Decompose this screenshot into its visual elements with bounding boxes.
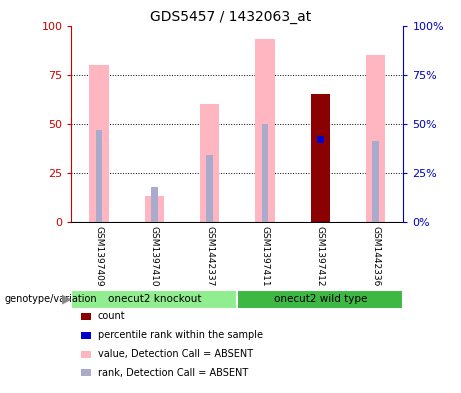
Text: rank, Detection Call = ABSENT: rank, Detection Call = ABSENT [98, 368, 248, 378]
Bar [262, 124, 268, 222]
Text: count: count [98, 311, 125, 321]
Text: GSM1442337: GSM1442337 [205, 226, 214, 286]
Bar [96, 130, 102, 222]
Bar [207, 155, 213, 222]
Text: ▶: ▶ [62, 292, 72, 306]
Text: onecut2 knockout: onecut2 knockout [108, 294, 201, 304]
Bar [200, 104, 219, 222]
Text: percentile rank within the sample: percentile rank within the sample [98, 330, 263, 340]
Bar [151, 187, 158, 222]
Bar [145, 196, 164, 222]
Text: value, Detection Call = ABSENT: value, Detection Call = ABSENT [98, 349, 253, 359]
Text: GSM1442336: GSM1442336 [371, 226, 380, 286]
Bar [311, 94, 330, 222]
Text: genotype/variation: genotype/variation [5, 294, 97, 304]
Text: GDS5457 / 1432063_at: GDS5457 / 1432063_at [150, 10, 311, 24]
Text: GSM1397410: GSM1397410 [150, 226, 159, 286]
Bar [71, 290, 237, 309]
Bar [372, 141, 379, 222]
Text: onecut2 wild type: onecut2 wild type [274, 294, 367, 304]
Bar [255, 39, 275, 222]
Text: GSM1397411: GSM1397411 [260, 226, 270, 286]
Bar [317, 136, 324, 143]
Bar [237, 290, 403, 309]
Text: GSM1397412: GSM1397412 [316, 226, 325, 286]
Bar [89, 65, 109, 222]
Text: GSM1397409: GSM1397409 [95, 226, 104, 286]
Bar [366, 55, 385, 222]
